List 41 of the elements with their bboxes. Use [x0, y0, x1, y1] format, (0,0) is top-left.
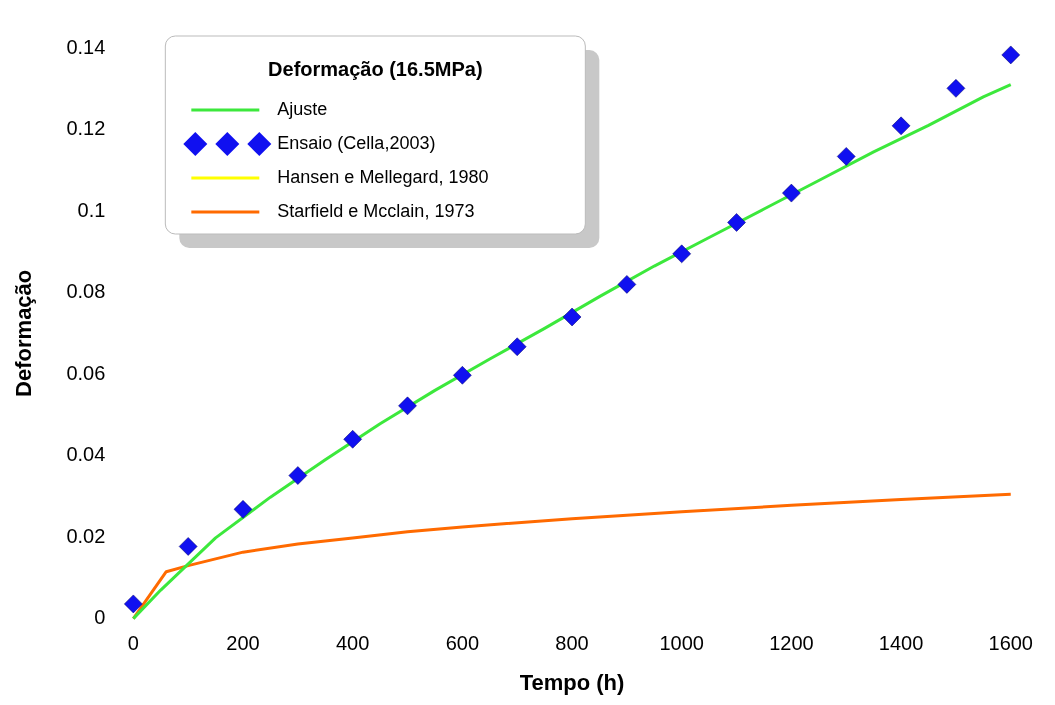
- point: [891, 116, 911, 136]
- x-tick-label: 0: [127, 632, 139, 655]
- legend-title: Deformação (16.5MPa): [268, 57, 483, 80]
- point: [507, 337, 527, 356]
- x-tick-label: 400: [336, 632, 370, 655]
- x-tick-label: 1400: [878, 632, 924, 655]
- y-tick-label: 0.02: [66, 524, 106, 547]
- point: [672, 244, 691, 264]
- point: [233, 500, 253, 519]
- point: [398, 396, 417, 416]
- point: [946, 79, 966, 98]
- point: [617, 275, 637, 294]
- y-tick-label: 0.14: [66, 35, 106, 58]
- y-tick-label: 0.12: [66, 117, 106, 140]
- point: [453, 366, 472, 385]
- x-tick-label: 200: [226, 632, 260, 655]
- legend-label: Starfield e Mcclain, 1973: [277, 200, 475, 221]
- point: [727, 213, 746, 232]
- legend-label: Ajuste: [277, 98, 328, 119]
- y-axis-title: Deformação: [11, 269, 37, 397]
- point: [1001, 45, 1020, 65]
- x-tick-label: 1200: [769, 632, 814, 655]
- point: [836, 147, 856, 166]
- y-tick-label: 0.1: [77, 198, 106, 221]
- y-tick-label: 0.06: [66, 361, 106, 384]
- x-tick-label: 1000: [659, 632, 704, 655]
- y-tick-label: 0.08: [66, 280, 106, 303]
- point: [178, 537, 198, 556]
- point: [343, 430, 362, 449]
- legend-label: Ensaio (Cella,2003): [277, 132, 436, 153]
- x-tick-label: 600: [445, 632, 480, 655]
- y-tick-label: 0: [94, 606, 106, 629]
- x-tick-label: 1600: [988, 632, 1033, 655]
- x-tick-label: 800: [555, 632, 589, 655]
- point: [288, 466, 308, 485]
- x-axis-title: Tempo (h): [519, 669, 625, 695]
- point: [562, 307, 582, 327]
- legend-label: Hansen e Mellegard, 1980: [277, 166, 489, 187]
- point: [124, 594, 143, 614]
- point: [782, 183, 801, 203]
- y-tick-label: 0.04: [66, 443, 106, 466]
